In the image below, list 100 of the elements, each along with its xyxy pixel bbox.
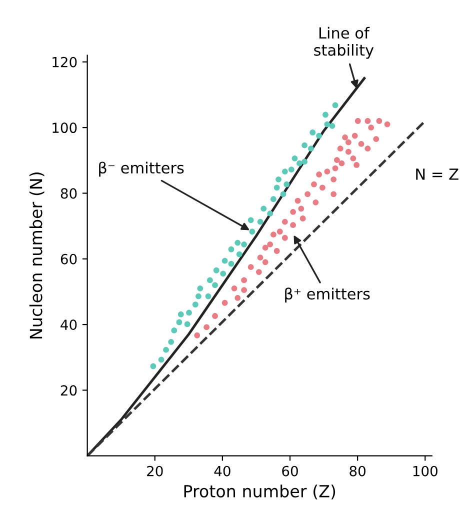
x-tick-label: 40 (214, 466, 230, 476)
point (332, 102, 338, 108)
point (300, 216, 306, 222)
point (186, 310, 192, 316)
point (354, 118, 361, 124)
point (312, 199, 319, 206)
point (276, 228, 283, 235)
point (324, 121, 330, 128)
point (257, 254, 264, 261)
point (262, 244, 268, 251)
point (282, 234, 288, 241)
point (337, 146, 344, 152)
point (262, 259, 268, 266)
point (274, 248, 280, 254)
point (197, 285, 204, 292)
point (267, 210, 274, 217)
point (322, 112, 328, 118)
point (236, 251, 242, 258)
point (294, 198, 301, 204)
point (324, 168, 330, 174)
point (290, 222, 296, 228)
x-tick-label: 100 (413, 466, 438, 476)
point (280, 191, 286, 198)
point (345, 148, 352, 155)
point (168, 338, 174, 345)
x-axis-title: Proton number (Z) (184, 484, 336, 500)
point (206, 277, 213, 284)
point (364, 146, 371, 152)
point (290, 208, 296, 215)
point (304, 191, 311, 198)
y-tick-label: 20 (60, 385, 77, 396)
point (270, 196, 276, 202)
point (260, 206, 267, 212)
point (196, 293, 202, 300)
point (248, 217, 254, 224)
point (316, 172, 322, 178)
point (302, 142, 308, 148)
point (282, 218, 288, 225)
point (213, 267, 220, 274)
point (276, 176, 282, 182)
point (373, 136, 380, 142)
point (231, 285, 238, 292)
point (176, 319, 182, 326)
point (329, 122, 336, 129)
point (302, 158, 308, 165)
point (204, 324, 210, 330)
point (228, 260, 234, 267)
point (384, 121, 390, 128)
annotation: Line of stability (314, 26, 374, 59)
point (352, 132, 358, 139)
point (282, 168, 288, 174)
point (205, 293, 212, 300)
point (316, 132, 322, 139)
point (342, 134, 348, 140)
point (298, 206, 304, 212)
annotation: β⁻ emitters (99, 162, 184, 177)
point (288, 166, 294, 173)
x-tick-label: 20 (147, 466, 163, 476)
point (345, 139, 352, 146)
point (234, 240, 241, 246)
point (354, 162, 360, 168)
y-tick-label: 100 (52, 122, 77, 134)
annotation: N = Z (416, 168, 458, 180)
point (330, 176, 337, 182)
point (338, 160, 345, 166)
point (296, 160, 302, 166)
point (332, 165, 338, 172)
point (241, 241, 248, 248)
point (241, 287, 248, 294)
point (241, 277, 248, 284)
point (220, 270, 226, 277)
point (158, 356, 164, 363)
x-tick-label: 80 (350, 466, 366, 476)
point (150, 363, 156, 370)
point (257, 218, 264, 225)
point (330, 191, 337, 198)
point (212, 282, 218, 288)
point (350, 155, 356, 162)
point (248, 264, 254, 270)
point (194, 332, 200, 338)
point (310, 130, 316, 136)
point (212, 313, 218, 319)
annotation: β⁺ emitters (285, 288, 370, 303)
y-axis-title: Nucleon number (N) (29, 172, 44, 338)
point (256, 269, 262, 275)
point (308, 146, 314, 152)
point (319, 184, 326, 191)
y-tick-label: 120 (52, 56, 77, 68)
point (368, 124, 374, 131)
point (178, 311, 184, 318)
point (228, 246, 234, 252)
y-tick-label: 80 (60, 188, 77, 199)
point (163, 346, 169, 353)
y-tick-label: 40 (60, 320, 77, 330)
point (358, 141, 364, 147)
point (184, 321, 190, 328)
point (222, 300, 228, 306)
x-tick-label: 60 (282, 466, 298, 476)
point (234, 295, 241, 301)
point (334, 157, 340, 164)
